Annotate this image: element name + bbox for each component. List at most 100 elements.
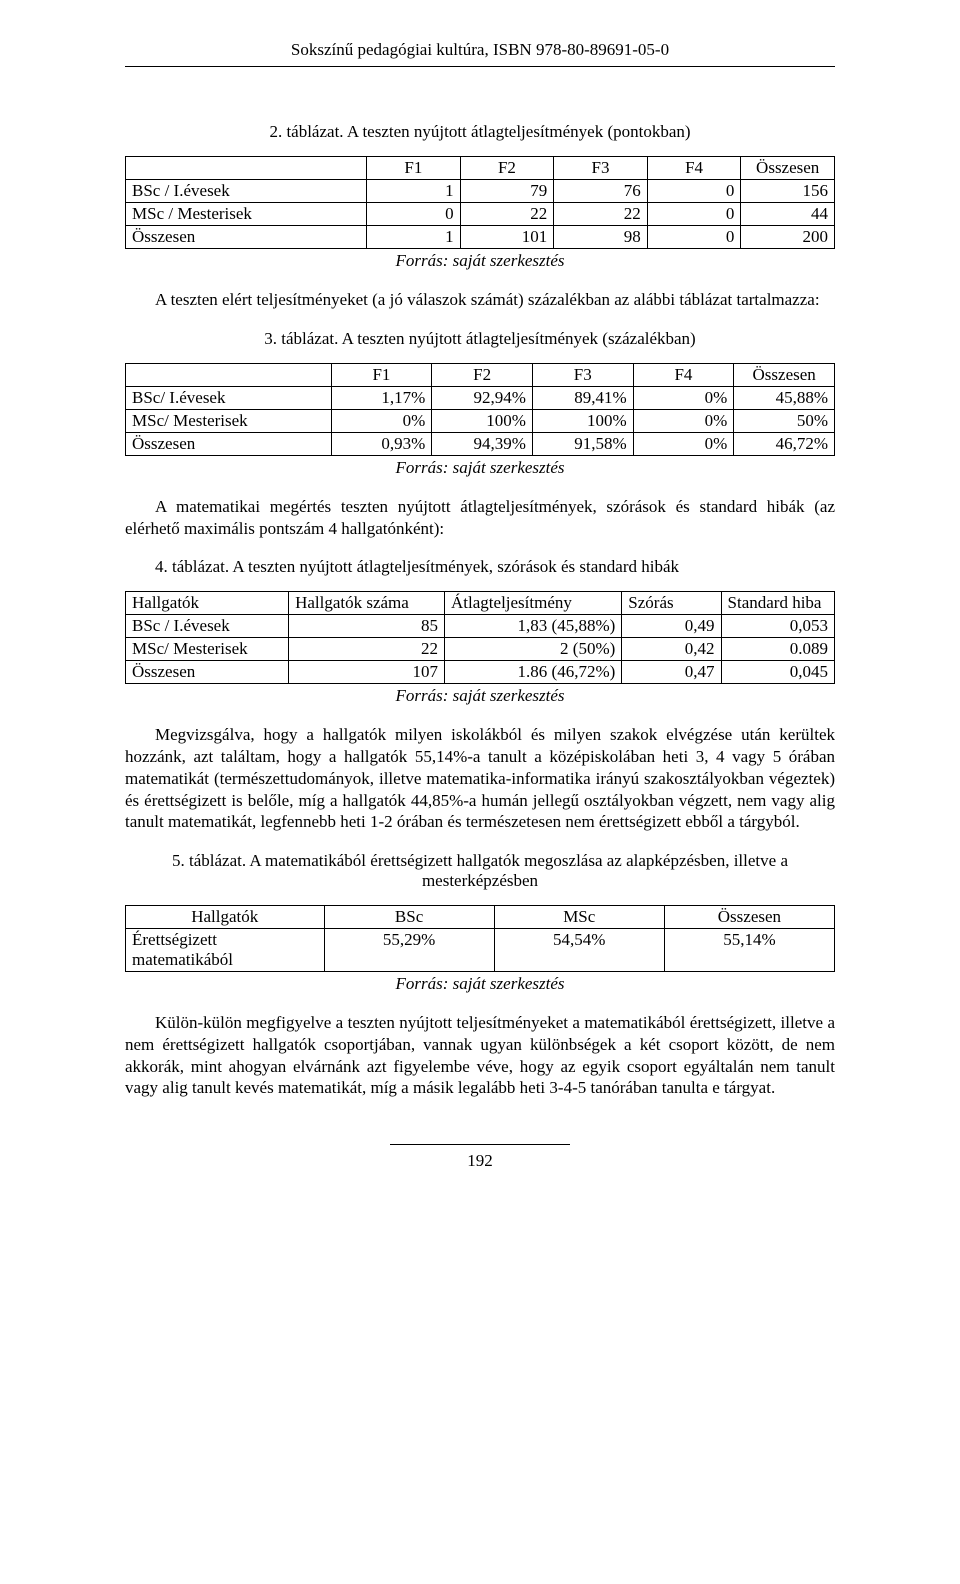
cell: 50% bbox=[734, 409, 835, 432]
table-row: Érettségizett matematikából 55,29% 54,54… bbox=[126, 929, 835, 972]
table2: F1 F2 F3 F4 Összesen BSc / I.évesek 1 79… bbox=[125, 156, 835, 249]
table-row: BSc/ I.évesek 1,17% 92,94% 89,41% 0% 45,… bbox=[126, 386, 835, 409]
table5: Hallgatók BSc MSc Összesen Érettségizett… bbox=[125, 905, 835, 972]
cell: Érettségizett matematikából bbox=[126, 929, 325, 972]
cell: 0,49 bbox=[622, 615, 721, 638]
table-row: BSc / I.évesek 1 79 76 0 156 bbox=[126, 180, 835, 203]
cell: 94,39% bbox=[432, 432, 533, 455]
cell: BSc / I.évesek bbox=[126, 180, 367, 203]
cell: Összesen bbox=[734, 363, 835, 386]
cell: F1 bbox=[331, 363, 432, 386]
cell: F2 bbox=[432, 363, 533, 386]
cell: 0,42 bbox=[622, 638, 721, 661]
table3-caption: 3. táblázat. A teszten nyújtott átlagtel… bbox=[125, 329, 835, 349]
table-row: Összesen 0,93% 94,39% 91,58% 0% 46,72% bbox=[126, 432, 835, 455]
cell: 91,58% bbox=[532, 432, 633, 455]
table3: F1 F2 F3 F4 Összesen BSc/ I.évesek 1,17%… bbox=[125, 363, 835, 456]
cell: 0 bbox=[647, 203, 741, 226]
table5-caption: 5. táblázat. A matematikából érettségize… bbox=[125, 851, 835, 891]
cell: MSc bbox=[494, 906, 664, 929]
cell: Összesen bbox=[741, 157, 835, 180]
cell: F3 bbox=[554, 157, 648, 180]
cell: BSc/ I.évesek bbox=[126, 386, 332, 409]
cell: F4 bbox=[633, 363, 734, 386]
cell: Átlagteljesítmény bbox=[445, 592, 622, 615]
cell: 100% bbox=[532, 409, 633, 432]
table4: Hallgatók Hallgatók száma Átlagteljesítm… bbox=[125, 591, 835, 684]
cell: 55,29% bbox=[324, 929, 494, 972]
paragraph-1: A teszten elért teljesítményeket (a jó v… bbox=[125, 289, 835, 311]
table-row: BSc / I.évesek 85 1,83 (45,88%) 0,49 0,0… bbox=[126, 615, 835, 638]
cell: Hallgatók bbox=[126, 906, 325, 929]
cell: 100% bbox=[432, 409, 533, 432]
table-row: MSc/ Mesterisek 0% 100% 100% 0% 50% bbox=[126, 409, 835, 432]
table-row: F1 F2 F3 F4 Összesen bbox=[126, 363, 835, 386]
cell: 22 bbox=[289, 638, 445, 661]
cell: 0 bbox=[647, 226, 741, 249]
cell: Összesen bbox=[126, 226, 367, 249]
cell: 200 bbox=[741, 226, 835, 249]
table5-source: Forrás: saját szerkesztés bbox=[125, 974, 835, 994]
cell: 0 bbox=[367, 203, 461, 226]
table-row: Összesen 107 1.86 (46,72%) 0,47 0,045 bbox=[126, 661, 835, 684]
cell: 92,94% bbox=[432, 386, 533, 409]
table2-caption: 2. táblázat. A teszten nyújtott átlagtel… bbox=[125, 122, 835, 142]
cell: 0,47 bbox=[622, 661, 721, 684]
table3-source: Forrás: saját szerkesztés bbox=[125, 458, 835, 478]
cell: 0% bbox=[633, 409, 734, 432]
cell: 107 bbox=[289, 661, 445, 684]
cell: Szórás bbox=[622, 592, 721, 615]
cell: 22 bbox=[460, 203, 554, 226]
page-number: 192 bbox=[125, 1151, 835, 1171]
cell: F4 bbox=[647, 157, 741, 180]
cell: 0% bbox=[633, 432, 734, 455]
cell: BSc bbox=[324, 906, 494, 929]
cell: MSc/ Mesterisek bbox=[126, 638, 289, 661]
cell: 1 bbox=[367, 226, 461, 249]
cell: F2 bbox=[460, 157, 554, 180]
cell: 44 bbox=[741, 203, 835, 226]
cell: Hallgatók száma bbox=[289, 592, 445, 615]
table2-source: Forrás: saját szerkesztés bbox=[125, 251, 835, 271]
cell: 79 bbox=[460, 180, 554, 203]
cell: 54,54% bbox=[494, 929, 664, 972]
paragraph-4: Külön-külön megfigyelve a teszten nyújto… bbox=[125, 1012, 835, 1099]
cell: 1 bbox=[367, 180, 461, 203]
cell: Összesen bbox=[126, 661, 289, 684]
cell: 156 bbox=[741, 180, 835, 203]
page-container: Sokszínű pedagógiai kultúra, ISBN 978-80… bbox=[0, 0, 960, 1211]
table-row: Hallgatók BSc MSc Összesen bbox=[126, 906, 835, 929]
table-row: Összesen 1 101 98 0 200 bbox=[126, 226, 835, 249]
table-row: MSc/ Mesterisek 22 2 (50%) 0,42 0.089 bbox=[126, 638, 835, 661]
table-row: Hallgatók Hallgatók száma Átlagteljesítm… bbox=[126, 592, 835, 615]
cell: 1,17% bbox=[331, 386, 432, 409]
cell: 0,053 bbox=[721, 615, 834, 638]
cell: 101 bbox=[460, 226, 554, 249]
cell: MSc/ Mesterisek bbox=[126, 409, 332, 432]
cell: 0% bbox=[331, 409, 432, 432]
cell: 85 bbox=[289, 615, 445, 638]
cell: 1.86 (46,72%) bbox=[445, 661, 622, 684]
paragraph-2: A matematikai megértés teszten nyújtott … bbox=[125, 496, 835, 540]
table4-source: Forrás: saját szerkesztés bbox=[125, 686, 835, 706]
cell: 98 bbox=[554, 226, 648, 249]
cell: 46,72% bbox=[734, 432, 835, 455]
cell: Összesen bbox=[126, 432, 332, 455]
cell bbox=[126, 363, 332, 386]
cell: 55,14% bbox=[664, 929, 834, 972]
cell: F3 bbox=[532, 363, 633, 386]
table-row: MSc / Mesterisek 0 22 22 0 44 bbox=[126, 203, 835, 226]
paragraph-3: Megvizsgálva, hogy a hallgatók milyen is… bbox=[125, 724, 835, 833]
cell: 0 bbox=[647, 180, 741, 203]
cell: 0% bbox=[633, 386, 734, 409]
cell: 45,88% bbox=[734, 386, 835, 409]
header-rule bbox=[125, 66, 835, 67]
cell bbox=[126, 157, 367, 180]
table4-caption: 4. táblázat. A teszten nyújtott átlagtel… bbox=[125, 557, 835, 577]
cell: 89,41% bbox=[532, 386, 633, 409]
footer-rule bbox=[390, 1144, 570, 1145]
cell: 22 bbox=[554, 203, 648, 226]
running-header: Sokszínű pedagógiai kultúra, ISBN 978-80… bbox=[125, 40, 835, 60]
cell: Összesen bbox=[664, 906, 834, 929]
cell: F1 bbox=[367, 157, 461, 180]
